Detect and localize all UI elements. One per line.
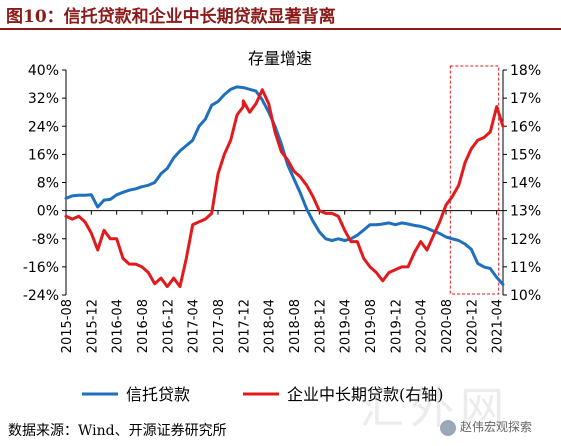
legend: 信托贷款 企业中长期贷款(右轴) xyxy=(82,385,444,404)
highlight-group xyxy=(449,65,500,295)
highlight-box xyxy=(449,65,500,295)
right-tick-label: 10% xyxy=(510,288,541,304)
right-tick-label: 11% xyxy=(510,260,541,276)
x-tick-label: 2020-12 xyxy=(465,299,480,353)
chart-title: 存量增速 xyxy=(248,49,312,68)
x-tick-label: 2018-08 xyxy=(288,299,303,353)
watermark: 汇外网 xyxy=(360,383,510,434)
left-tick-label: 0% xyxy=(37,204,59,220)
right-tick-label: 16% xyxy=(510,119,541,135)
title-rule xyxy=(0,28,561,30)
right-tick-label: 13% xyxy=(510,204,541,220)
wechat-badge: 赵伟宏观探索 xyxy=(440,418,532,436)
x-tick-label: 2019-08 xyxy=(364,299,379,353)
right-tick-label: 15% xyxy=(510,147,541,163)
x-tick-label: 2020-08 xyxy=(440,299,455,353)
left-tick-label: 32% xyxy=(28,91,59,107)
left-tick-label: -8% xyxy=(32,232,59,248)
x-tick-label: 2017-04 xyxy=(187,299,202,353)
legend-label-corp: 企业中长期贷款(右轴) xyxy=(287,385,444,404)
right-tick-label: 14% xyxy=(510,176,541,192)
right-tick-label: 18% xyxy=(510,63,541,79)
x-tick-label: 2019-04 xyxy=(339,299,354,353)
x-tick-label: 2021-04 xyxy=(491,299,506,353)
wechat-icon xyxy=(440,419,456,436)
x-tick-label: 2018-12 xyxy=(313,299,328,353)
series-lines xyxy=(64,85,505,289)
figure-title: 图10：信托贷款和企业中长期贷款显著背离 xyxy=(6,7,336,27)
legend-label-trust: 信托贷款 xyxy=(126,385,190,404)
left-tick-label: 8% xyxy=(37,176,59,192)
source-note: 数据来源：Wind、开源证券研究所 xyxy=(8,423,227,439)
left-tick-label: -16% xyxy=(23,260,59,276)
left-tick-label: 24% xyxy=(28,119,59,135)
x-tick-label: 2016-04 xyxy=(111,299,126,353)
x-tick-label: 2020-04 xyxy=(415,299,430,353)
axes: -24% -16% -8% 0% 8% 16% 24% 32% 40% 10% 11% 12% 13% 1… xyxy=(23,63,541,353)
left-tick-label: 16% xyxy=(28,147,59,163)
x-tick-label: 2015-12 xyxy=(85,299,100,353)
left-tick-label: 40% xyxy=(28,63,59,79)
left-tick-label: -24% xyxy=(23,288,59,304)
series-line-corp xyxy=(64,88,505,289)
x-tick-label: 2018-04 xyxy=(263,299,278,353)
series-line-trust xyxy=(64,85,505,286)
x-tick-label: 2019-12 xyxy=(389,299,404,353)
right-tick-label: 17% xyxy=(510,91,541,107)
x-tick-label: 2017-08 xyxy=(212,299,227,353)
right-tick-label: 12% xyxy=(510,232,541,248)
wechat-account: 赵伟宏观探索 xyxy=(460,420,533,434)
x-tick-label: 2017-12 xyxy=(237,299,252,353)
x-tick-label: 2015-08 xyxy=(60,299,75,353)
x-tick-label: 2016-12 xyxy=(161,299,176,353)
x-tick-label: 2016-08 xyxy=(136,299,151,353)
